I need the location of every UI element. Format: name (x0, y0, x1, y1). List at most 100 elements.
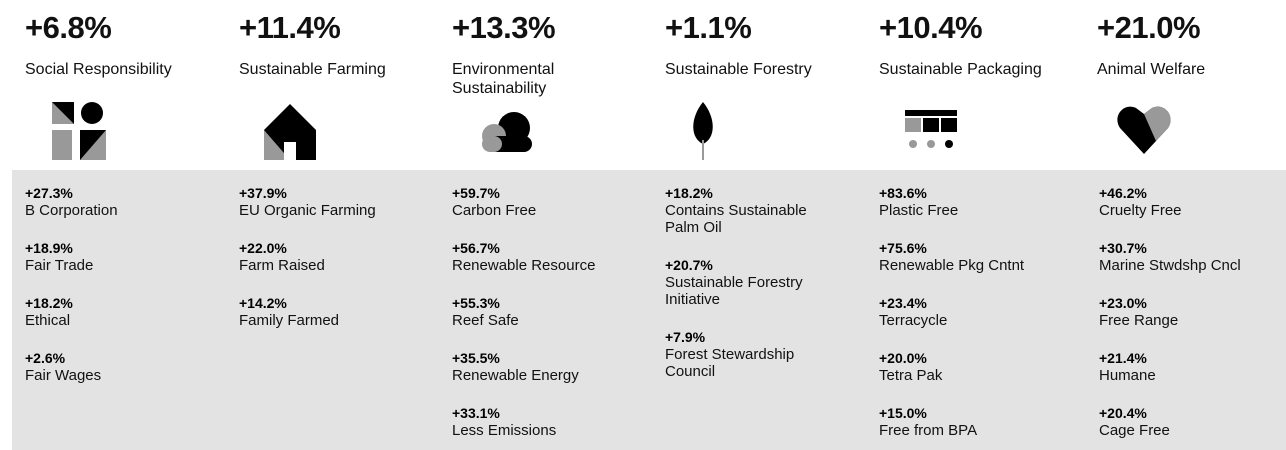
item-percent: +33.1% (452, 405, 500, 421)
item-list: +37.9% EU Organic Farming +22.0% Farm Raise… (239, 185, 439, 350)
item-label: Fair Wages (25, 367, 102, 384)
item-percent: +18.9% (25, 240, 73, 256)
item-list: +59.7% Carbon Free +56.7% Renewable Resourc… (452, 185, 652, 450)
item-percent: +35.5% (452, 350, 500, 366)
item-label: Marine Stwdshp Cncl (1099, 257, 1241, 274)
item-label: Farm Raised (239, 257, 325, 274)
item-percent: +23.4% (879, 295, 927, 311)
item-percent: +75.6% (879, 240, 927, 256)
item-label: Sustainable Forestry Initiative (665, 274, 803, 308)
item-list: +83.6% Plastic Free +75.6% Renewable Pkg Cn… (879, 185, 1079, 450)
item-percent: +2.6% (25, 350, 66, 366)
item-label: Family Farmed (239, 312, 340, 329)
leaf-icon (693, 102, 713, 160)
people-icon (52, 102, 106, 160)
column-title: Animal Welfare (1097, 61, 1206, 78)
headline: +13.3% (452, 10, 556, 45)
item-percent: +83.6% (879, 185, 927, 201)
item-label: Cruelty Free (1099, 202, 1182, 219)
headline: +6.8% (25, 10, 112, 45)
item-label: Free Range (1099, 312, 1179, 329)
item: +7.9% Forest Stewardship Council (665, 329, 835, 380)
item-percent: +20.4% (1099, 405, 1147, 421)
headline: +10.4% (879, 10, 983, 45)
item-percent: +56.7% (452, 240, 500, 256)
item: +83.6% Plastic Free (879, 185, 1079, 219)
item-label: Plastic Free (879, 202, 959, 219)
item-label: Renewable Pkg Cntnt (879, 257, 1025, 274)
item-label: Humane (1099, 367, 1156, 384)
item: +30.7% Marine Stwdshp Cncl (1099, 240, 1286, 274)
item-percent: +20.7% (665, 257, 713, 273)
item: +33.1% Less Emissions (452, 405, 652, 439)
item-percent: +30.7% (1099, 240, 1147, 256)
item-label: Ethical (25, 312, 71, 329)
item: +59.7% Carbon Free (452, 185, 652, 219)
conveyor-icon (905, 110, 957, 148)
item: +56.7% Renewable Resource (452, 240, 652, 274)
item-label: Tetra Pak (879, 367, 943, 384)
item-label: Contains Sustainable Palm Oil (665, 202, 807, 236)
item-list: +18.2% Contains Sustainable Palm Oil +20.7… (665, 185, 835, 401)
item-percent: +59.7% (452, 185, 500, 201)
item-percent: +46.2% (1099, 185, 1147, 201)
item-label: Fair Trade (25, 257, 94, 274)
item-percent: +7.9% (665, 329, 706, 345)
item: +27.3% B Corporation (25, 185, 225, 219)
item-label: Carbon Free (452, 202, 537, 219)
item-label: Forest Stewardship Council (665, 346, 795, 380)
item-label: Reef Safe (452, 312, 519, 329)
item: +15.0% Free from BPA (879, 405, 1079, 439)
item-label: EU Organic Farming (239, 202, 376, 219)
headline: +11.4% (239, 10, 341, 45)
item: +23.0% Free Range (1099, 295, 1286, 329)
item: +35.5% Renewable Energy (452, 350, 652, 384)
headline: +1.1% (665, 10, 752, 45)
item-label: B Corporation (25, 202, 118, 219)
item: +37.9% EU Organic Farming (239, 185, 439, 219)
item-label: Cage Free (1099, 422, 1170, 439)
item-percent: +14.2% (239, 295, 287, 311)
item-label: Renewable Energy (452, 367, 579, 384)
column-title: Sustainable Farming (239, 61, 386, 78)
item-percent: +20.0% (879, 350, 927, 366)
item: +23.4% Terracycle (879, 295, 1079, 329)
item: +20.7% Sustainable Forestry Initiative (665, 257, 835, 308)
item: +46.2% Cruelty Free (1099, 185, 1286, 219)
item: +20.0% Tetra Pak (879, 350, 1079, 384)
item-percent: +22.0% (239, 240, 287, 256)
item: +18.2% Ethical (25, 295, 225, 329)
item: +14.2% Family Farmed (239, 295, 439, 329)
column-title: Environmental Sustainability (452, 61, 555, 97)
column-title: Sustainable Forestry (665, 61, 812, 78)
item: +18.9% Fair Trade (25, 240, 225, 274)
item: +2.6% Fair Wages (25, 350, 225, 384)
item: +21.4% Humane (1099, 350, 1286, 384)
item-label: Free from BPA (879, 422, 978, 439)
item-list: +46.2% Cruelty Free +30.7% Marine Stwdshp C… (1099, 185, 1286, 450)
item: +75.6% Renewable Pkg Cntnt (879, 240, 1079, 274)
cloud-icon (482, 112, 532, 152)
house-icon (264, 104, 316, 160)
item-label: Terracycle (879, 312, 948, 329)
item-percent: +15.0% (879, 405, 927, 421)
panel (12, 170, 1286, 450)
item-percent: +18.2% (25, 295, 73, 311)
item: +20.4% Cage Free (1099, 405, 1286, 439)
heart-icon (1117, 106, 1171, 154)
item-percent: +55.3% (452, 295, 500, 311)
item-percent: +37.9% (239, 185, 287, 201)
item: +55.3% Reef Safe (452, 295, 652, 329)
column-title: Sustainable Packaging (879, 61, 1042, 78)
item-percent: +18.2% (665, 185, 713, 201)
item-label: Renewable Resource (452, 257, 596, 274)
item-percent: +27.3% (25, 185, 73, 201)
column-title: Social Responsibility (25, 61, 172, 78)
item-percent: +23.0% (1099, 295, 1147, 311)
headline: +21.0% (1097, 10, 1201, 45)
item-label: Less Emissions (452, 422, 557, 439)
item-list: +27.3% B Corporation +18.9% Fair Trade +18.2… (25, 185, 225, 405)
item: +22.0% Farm Raised (239, 240, 439, 274)
item-percent: +21.4% (1099, 350, 1147, 366)
